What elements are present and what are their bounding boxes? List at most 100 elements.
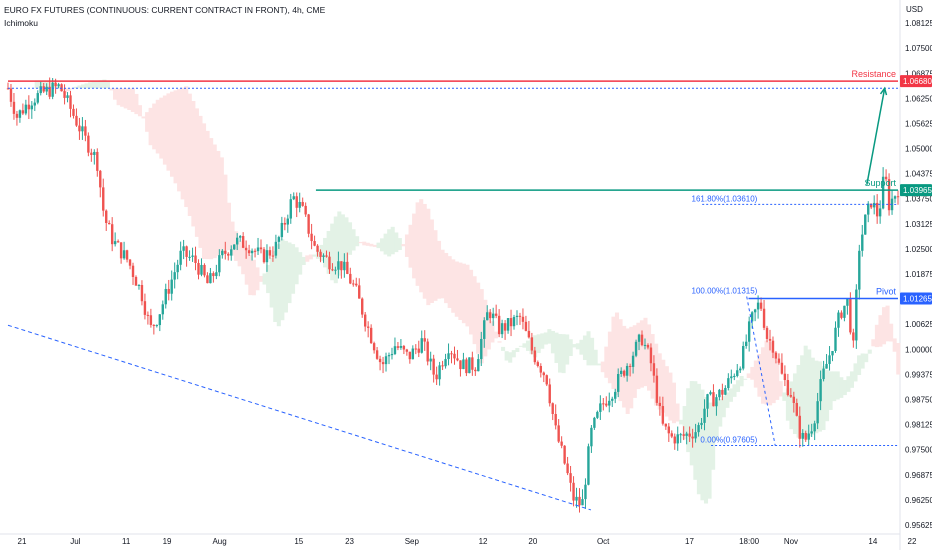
candle-body	[694, 432, 697, 439]
time-tick-label: 20	[528, 537, 537, 546]
cloud-segment	[550, 330, 555, 354]
candle-body	[155, 325, 159, 327]
candle-body	[337, 261, 340, 270]
candle-body	[247, 250, 251, 254]
cloud-segment	[376, 242, 381, 249]
candle-body	[134, 277, 138, 286]
cloud-segment	[66, 88, 71, 92]
candle-body	[771, 340, 775, 353]
candle-body	[289, 199, 292, 219]
candle-body	[414, 348, 417, 350]
cloud-segment	[102, 79, 107, 89]
candle-body	[625, 365, 629, 376]
cloud-segment	[169, 91, 175, 177]
cloud-segment	[241, 245, 246, 275]
cloud-segment	[696, 383, 701, 495]
cloud-segment	[739, 376, 744, 387]
candle-body	[792, 396, 796, 403]
cloud-segment	[486, 310, 491, 350]
cloud-segment	[276, 244, 281, 327]
candle-body	[215, 272, 218, 277]
cloud-segment	[707, 402, 712, 499]
cloud-segment	[736, 380, 741, 392]
cloud-segment	[792, 373, 798, 435]
cloud-segment	[607, 331, 612, 384]
cloud-segment	[219, 157, 224, 254]
cloud-segment	[152, 103, 157, 150]
price-tick-label: 0.99375	[905, 370, 932, 379]
candle-body	[509, 318, 513, 327]
cloud-segment	[650, 334, 655, 399]
candle-body	[739, 368, 742, 371]
cloud-segment	[73, 86, 78, 89]
candle-body	[590, 427, 593, 447]
candle-body	[867, 203, 870, 215]
cloud-segment	[860, 353, 865, 369]
candle-body	[81, 126, 84, 132]
candle-body	[432, 358, 435, 375]
cloud-segment	[522, 343, 527, 348]
candle-body	[533, 350, 537, 363]
candle-body	[399, 345, 403, 348]
candle-body	[143, 301, 147, 315]
cloud-segment	[664, 366, 669, 417]
cloud-segment	[287, 242, 292, 304]
candle-body	[688, 433, 691, 437]
cloud-segment	[743, 378, 748, 380]
cloud-segment	[48, 80, 53, 89]
candle-body	[762, 308, 766, 328]
candle-body	[819, 379, 822, 402]
candle-body	[700, 422, 703, 426]
candle-body	[489, 312, 492, 319]
cloud-segment	[347, 222, 353, 255]
candle-body	[265, 250, 269, 263]
cloud-segment	[611, 316, 616, 390]
cloud-segment	[105, 81, 110, 89]
candle-body	[679, 434, 682, 436]
candle-body	[881, 176, 885, 209]
cloud-segment	[123, 88, 128, 109]
cloud-segment	[746, 373, 751, 379]
candle-body	[224, 250, 227, 254]
candle-body	[450, 353, 453, 355]
candle-body	[21, 110, 25, 114]
cloud-segment	[807, 349, 812, 437]
candle-body	[256, 247, 260, 252]
pivot-price-tag-text: 1.01265	[903, 295, 932, 304]
candle-body	[212, 273, 215, 277]
resistance-label: Resistance	[851, 69, 896, 79]
candle-body	[557, 425, 560, 442]
candle-body	[310, 233, 313, 242]
cloud-segment	[518, 345, 523, 347]
cloud-segment	[177, 88, 182, 192]
candle-body	[640, 334, 644, 346]
cloud-segment	[764, 340, 769, 405]
candle-body	[438, 365, 441, 380]
indicator-label[interactable]: Ichimoku	[4, 18, 39, 28]
candle-body	[518, 315, 522, 317]
cloud-segment	[454, 261, 459, 317]
candle-body	[870, 203, 873, 208]
candle-body	[530, 337, 534, 351]
candle-body	[614, 391, 617, 399]
candle-body	[649, 347, 653, 364]
candle-body	[185, 246, 188, 257]
fib-label: 0.00%(0.97605)	[700, 435, 757, 444]
candle-body	[852, 332, 855, 341]
candle-body	[33, 102, 36, 106]
cloud-segment	[558, 334, 563, 373]
cloud-segment	[682, 406, 687, 440]
candle-body	[661, 406, 665, 424]
candle-body	[15, 113, 19, 118]
cloud-segment	[469, 269, 474, 335]
time-tick-label: Jul	[70, 537, 80, 546]
cloud-segment	[180, 87, 185, 200]
cloud-segment	[408, 224, 413, 268]
candle-body	[203, 264, 206, 276]
cloud-segment	[782, 392, 787, 401]
candle-body	[313, 241, 316, 246]
cloud-segment	[632, 325, 637, 398]
candle-body	[664, 423, 668, 427]
candle-body	[227, 253, 230, 256]
